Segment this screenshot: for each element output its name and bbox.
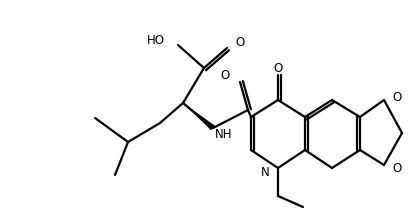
Polygon shape [183, 103, 215, 130]
Text: O: O [392, 91, 401, 104]
Text: O: O [273, 61, 282, 74]
Text: O: O [235, 36, 244, 49]
Text: O: O [392, 162, 401, 174]
Text: N: N [261, 165, 270, 178]
Text: HO: HO [147, 34, 165, 46]
Text: NH: NH [215, 128, 233, 141]
Text: O: O [221, 68, 230, 82]
